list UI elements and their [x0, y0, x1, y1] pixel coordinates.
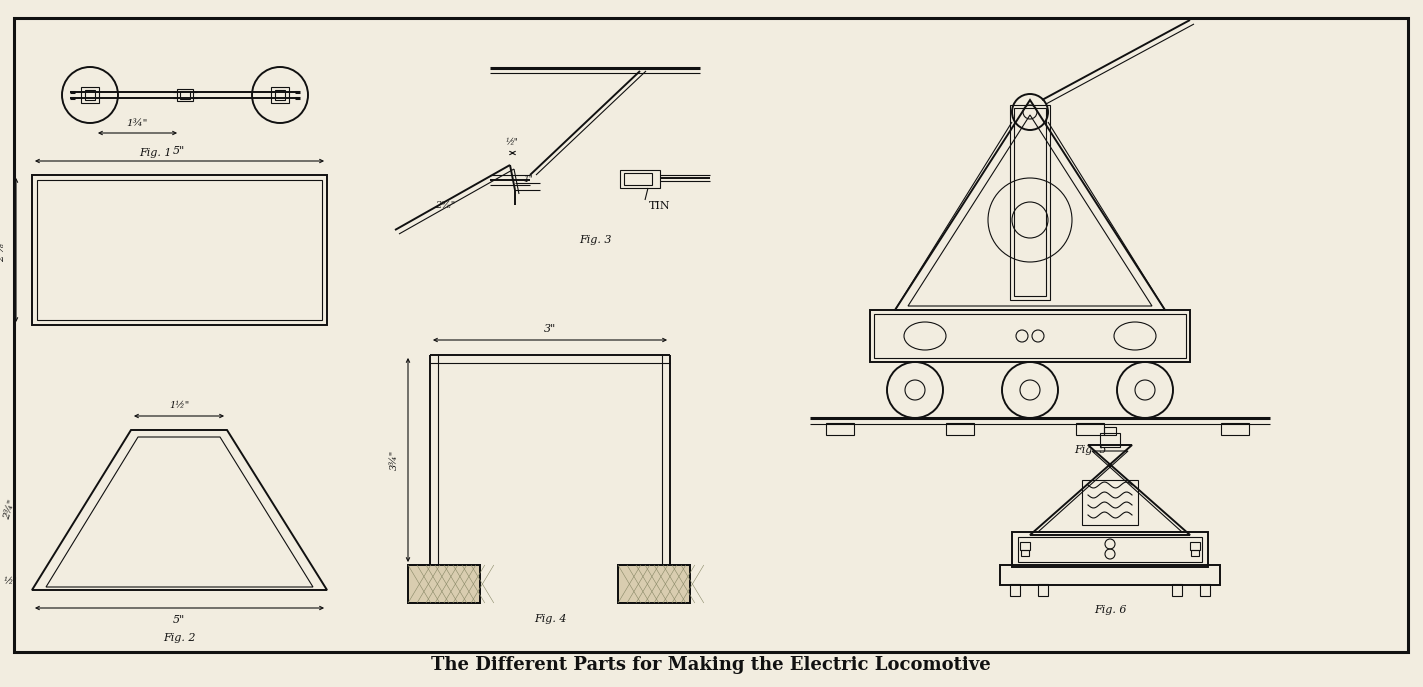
Bar — [1015, 108, 1046, 296]
Text: Fig. 3: Fig. 3 — [579, 235, 612, 245]
Bar — [31, 175, 327, 325]
Bar — [1010, 105, 1050, 300]
Bar — [1173, 584, 1183, 596]
Bar — [408, 565, 480, 603]
Text: The Different Parts for Making the Electric Locomotive: The Different Parts for Making the Elect… — [431, 656, 990, 674]
Bar — [869, 310, 1190, 362]
Bar — [270, 87, 289, 103]
Text: Fig. 4: Fig. 4 — [534, 614, 566, 624]
Text: 5": 5" — [172, 615, 185, 625]
Bar — [618, 565, 690, 603]
Bar — [37, 180, 322, 320]
Text: 2 ⅜": 2 ⅜" — [0, 238, 7, 262]
Bar — [1000, 565, 1220, 585]
Bar — [620, 170, 660, 188]
Bar — [275, 90, 285, 100]
Text: Fig. 2: Fig. 2 — [162, 633, 195, 643]
Text: Fig. 1: Fig. 1 — [139, 148, 171, 158]
Text: 3": 3" — [544, 324, 556, 334]
Bar — [1076, 423, 1104, 435]
Bar — [1100, 433, 1120, 447]
Text: ½": ½" — [505, 139, 518, 148]
Bar — [1012, 532, 1208, 567]
Text: 3¾": 3¾" — [390, 450, 398, 470]
Bar — [1010, 584, 1020, 596]
Bar — [825, 423, 854, 435]
Bar — [1081, 480, 1138, 525]
Bar — [1190, 542, 1200, 550]
Text: 2⅝": 2⅝" — [435, 201, 455, 210]
Bar — [1221, 423, 1249, 435]
Bar — [625, 173, 652, 185]
Bar — [1017, 537, 1202, 562]
Bar — [1037, 584, 1047, 596]
Text: TIN: TIN — [649, 201, 670, 211]
Text: 1¾": 1¾" — [127, 120, 148, 128]
Bar — [618, 565, 690, 603]
Text: 2¾": 2¾" — [3, 499, 17, 521]
Bar — [85, 90, 95, 100]
Text: Fig. 6: Fig. 6 — [1094, 605, 1126, 615]
Text: Fig. 5: Fig. 5 — [1074, 445, 1106, 455]
Bar — [81, 87, 100, 103]
Bar — [179, 91, 191, 99]
Text: 1½": 1½" — [169, 401, 189, 411]
Bar — [946, 423, 973, 435]
Bar — [1104, 427, 1116, 435]
Text: ½": ½" — [4, 578, 18, 587]
Text: 1": 1" — [524, 175, 534, 185]
Bar — [408, 565, 480, 603]
Bar — [874, 314, 1185, 358]
Bar — [176, 89, 194, 101]
Bar — [1200, 584, 1210, 596]
Bar — [1020, 542, 1030, 550]
Bar — [1191, 550, 1200, 556]
Bar — [1020, 550, 1029, 556]
Text: 5": 5" — [172, 146, 185, 156]
